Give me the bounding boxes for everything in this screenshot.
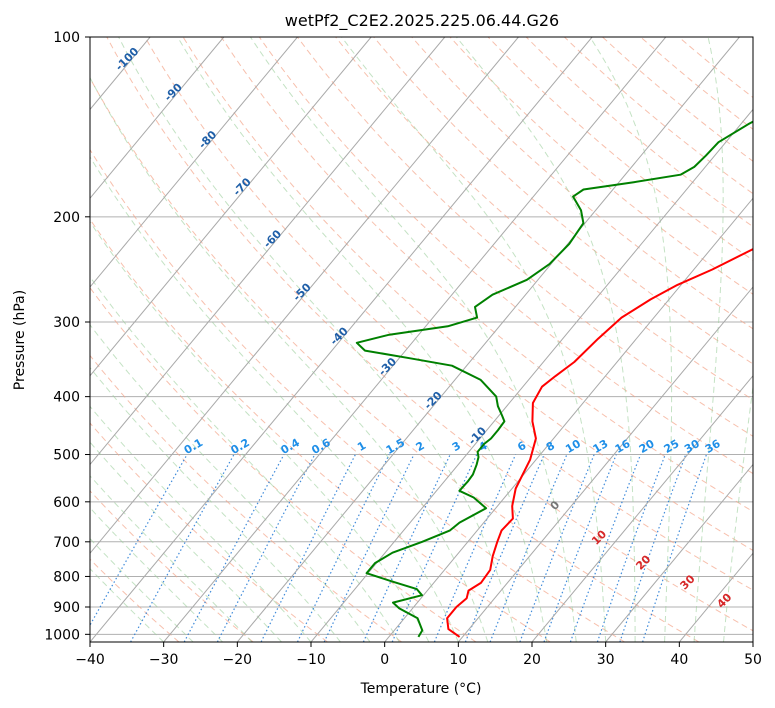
- dry-adiabat-line: [525, 37, 753, 228]
- dry-adiabat-line: [297, 37, 753, 437]
- y-tick-label: 700: [53, 535, 80, 551]
- dry-adiabat-line: [335, 37, 753, 401]
- x-axis-ticks: −40 −30 −20 −10 0 10 20 30 40 50: [75, 642, 762, 668]
- moist-adiabat-line: [90, 220, 430, 642]
- isotherm-line: [605, 463, 753, 642]
- moist-adiabat-line: [341, 37, 607, 642]
- dry-adiabat-line: [106, 37, 753, 632]
- mixing-ratio-line: [362, 454, 451, 642]
- mixing-ratio-line: [296, 454, 390, 642]
- mixing-ratio-lines: [90, 454, 708, 642]
- isotherms: [90, 37, 753, 642]
- moist-adiabat-line: [90, 276, 400, 642]
- isotherm-line: [163, 37, 667, 642]
- chart-title: wetPf2_C2E2.2025.225.06.44.G26: [285, 11, 559, 31]
- moist-adiabat-line: [723, 383, 753, 642]
- mixing-ratio-line: [596, 454, 666, 642]
- y-tick-label: 500: [53, 448, 80, 464]
- mixing-ratio-line: [260, 454, 356, 642]
- isotherm-line: [90, 37, 372, 377]
- moist-adiabat-line: [177, 37, 548, 642]
- profiles: [355, 120, 753, 638]
- y-tick-label: 900: [53, 600, 80, 616]
- x-tick-label: −10: [296, 652, 326, 668]
- y-tick-label: 400: [53, 390, 80, 406]
- dry-adiabat-line: [90, 490, 254, 642]
- moist-adiabat-line: [90, 76, 489, 642]
- temperature-profile: [446, 247, 753, 638]
- moist-adiabat-line: [589, 37, 673, 642]
- mixing-ratio-line: [642, 454, 708, 642]
- isotherm-line: [90, 37, 298, 288]
- y-tick-label: 300: [53, 315, 80, 331]
- moist-adiabat-line: [90, 366, 341, 642]
- moist-adiabat-line: [90, 507, 223, 642]
- y-tick-label: 200: [53, 210, 80, 226]
- mixing-ratio-line: [464, 454, 545, 642]
- moist-adiabat-line: [90, 568, 165, 642]
- moist-adiabat-line: [118, 37, 518, 642]
- dry-adiabat-line: [258, 37, 753, 475]
- x-tick-label: 40: [670, 652, 688, 668]
- isotherm-line: [457, 286, 753, 642]
- isotherm-line: [384, 197, 753, 642]
- dewpoint-profile: [355, 120, 753, 638]
- moist-adiabat-line: [90, 155, 459, 642]
- mixing-ratio-line: [569, 454, 642, 642]
- plot-frame: [89, 36, 754, 643]
- y-axis-label: Pressure (hPa): [12, 290, 28, 390]
- mixing-ratio-line: [216, 454, 316, 642]
- dry-adiabat-line: [90, 77, 700, 642]
- x-tick-label: 20: [523, 652, 541, 668]
- moist-adiabat-line: [693, 37, 724, 642]
- y-tick-label: 800: [53, 569, 80, 585]
- isotherm-line: [90, 37, 593, 642]
- moist-adiabat-line: [90, 405, 312, 642]
- isotherm-line: [90, 37, 225, 200]
- dry-adiabat-line: [90, 354, 402, 642]
- moist-adiabat-line: [456, 37, 636, 642]
- isotherm-line: [90, 37, 519, 555]
- mixing-ratio-line: [323, 454, 415, 642]
- x-axis-label: Temperature (°C): [360, 681, 482, 697]
- dry-adiabat-line: [487, 37, 753, 261]
- x-tick-label: 50: [744, 652, 762, 668]
- moist-adiabats: [90, 37, 753, 642]
- isotherm-line: [236, 37, 740, 642]
- dry-adiabat-line: [564, 37, 753, 195]
- y-tick-label: 600: [53, 495, 80, 511]
- x-tick-label: 0: [380, 652, 389, 668]
- isotherm-line: [310, 108, 753, 642]
- moist-adiabat-line: [90, 324, 371, 642]
- mixing-ratio-line: [543, 454, 617, 642]
- isotherm-line: [531, 374, 753, 642]
- y-tick-label: 1000: [44, 627, 80, 643]
- moist-adiabat-line: [249, 37, 577, 642]
- dry-adiabat-line: [90, 148, 625, 642]
- dry-adiabat-line: [182, 37, 753, 552]
- dry-adiabats: [90, 37, 753, 642]
- mixing-ratio-line: [489, 454, 568, 642]
- y-tick-label: 100: [53, 30, 80, 46]
- x-tick-label: −40: [75, 652, 105, 668]
- dry-adiabat-line: [90, 286, 477, 642]
- dry-adiabat-line: [373, 37, 753, 365]
- moist-adiabat-line: [90, 537, 194, 642]
- mixing-ratio-line: [183, 454, 285, 642]
- x-tick-label: 30: [597, 652, 615, 668]
- mixing-ratio-line: [519, 454, 595, 642]
- x-tick-label: 10: [449, 652, 467, 668]
- plot-area: 0.1 0.2 0.4 0.6 1 1.5 2 3 4 6 8 10 13 16 20 25 30 3601020…: [90, 37, 753, 642]
- y-axis-ticks: 100 200 300 400 500 600 700 800 900 1000: [44, 30, 90, 643]
- dry-adiabat-line: [144, 37, 753, 591]
- mixing-ratio-line: [619, 454, 687, 642]
- x-tick-label: −30: [149, 652, 179, 668]
- isotherm-line: [90, 37, 446, 466]
- x-tick-label: −20: [223, 652, 253, 668]
